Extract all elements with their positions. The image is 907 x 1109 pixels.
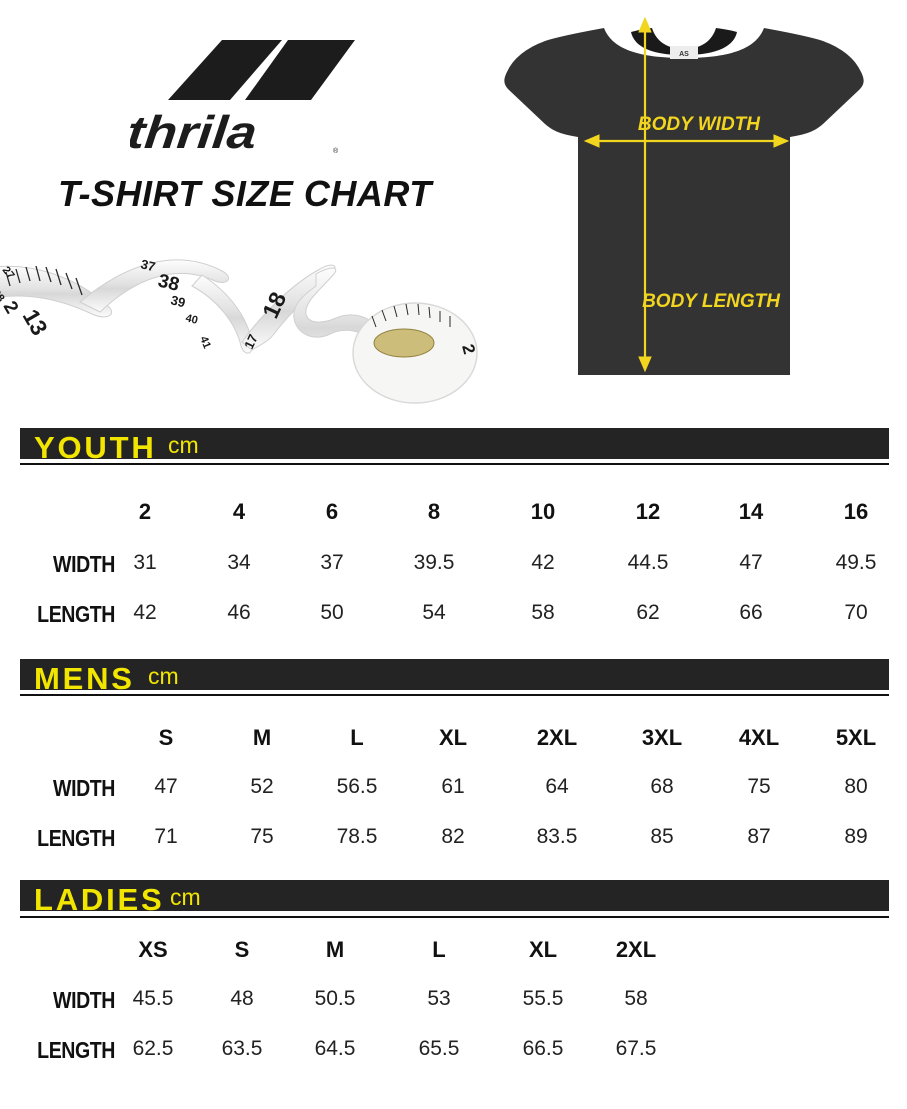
svg-text:BODY WIDTH: BODY WIDTH (638, 114, 761, 135)
svg-text:BODY LENGTH: BODY LENGTH (642, 291, 781, 312)
svg-text:AS: AS (679, 51, 689, 58)
